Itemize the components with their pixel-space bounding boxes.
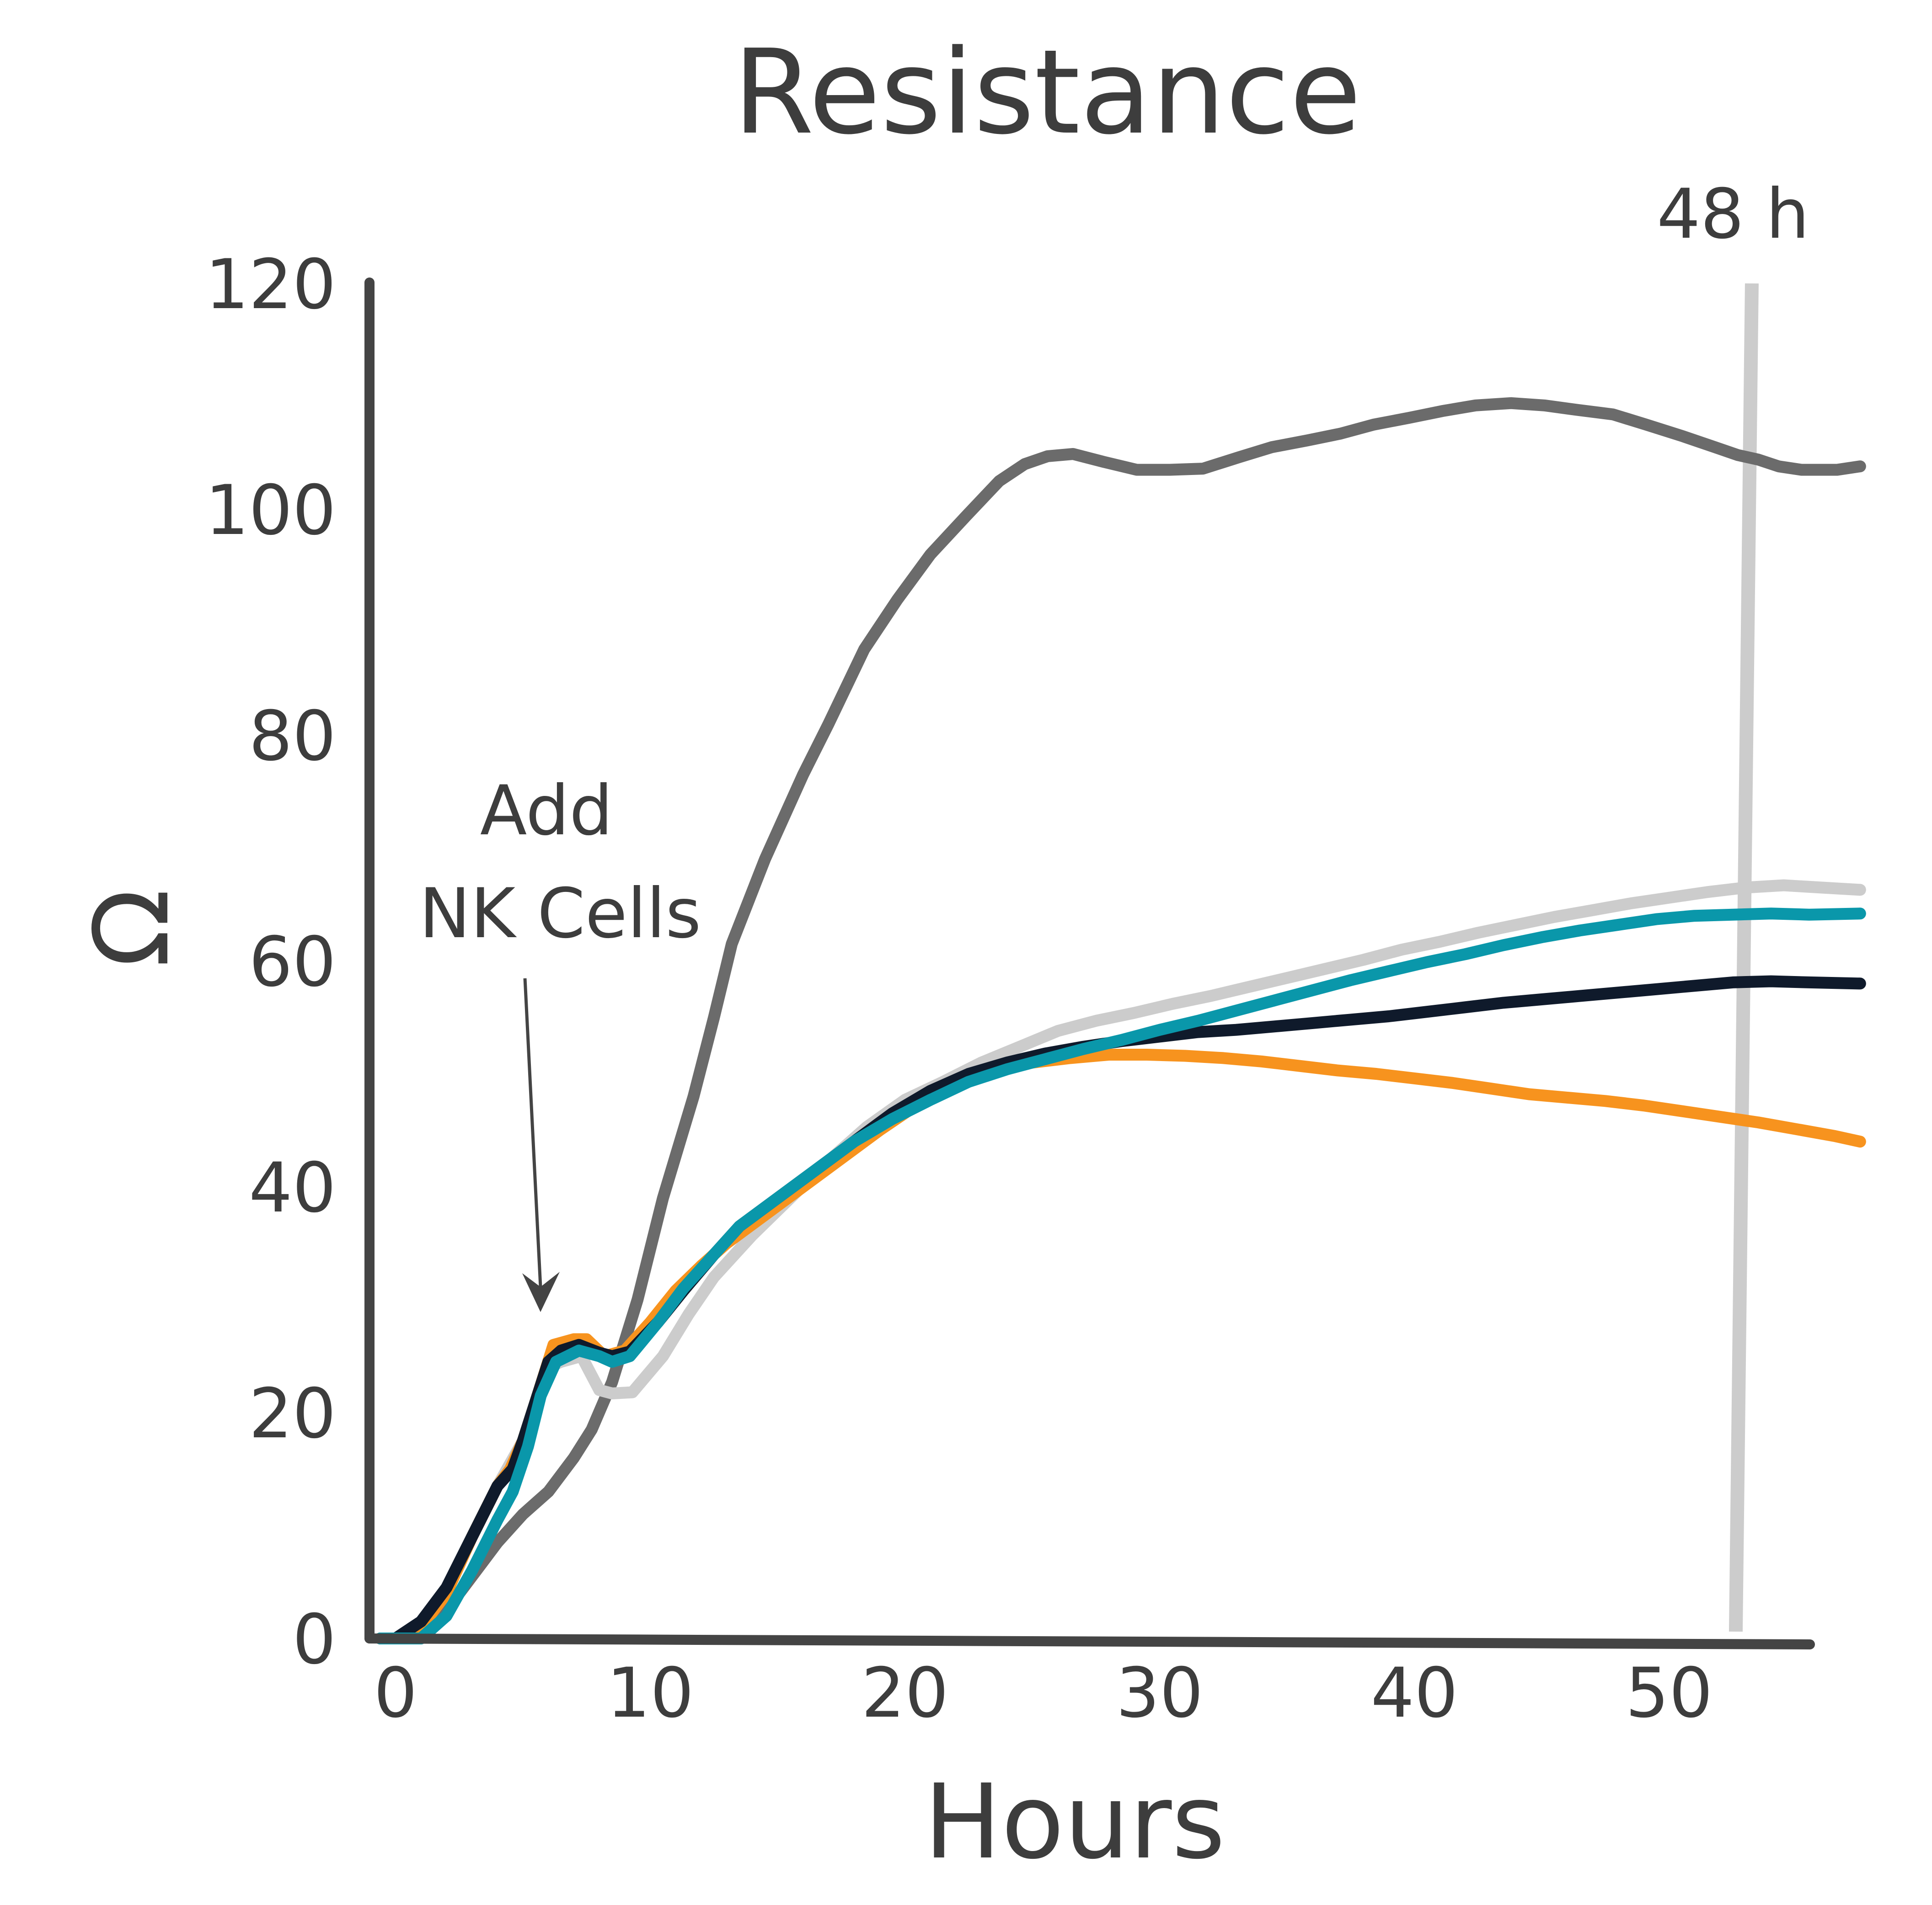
series-line-3 (374, 1049, 1866, 1644)
x-axis-label: Hours (924, 1762, 1225, 1882)
y-axis-label: Ω (72, 889, 192, 967)
marker-48h-label: 48 h (1657, 175, 1809, 254)
add-nk-label-line1: Add (480, 771, 613, 851)
add-nk-label-line2: NK Cells (419, 874, 701, 954)
add-nk-arrow-head (522, 1272, 560, 1312)
y-tick-label: 60 (249, 923, 336, 1002)
add-nk-arrow-shaft (523, 978, 542, 1287)
axes-layer (364, 277, 1815, 1649)
y-tick-labels: 0 20 40 60 80 100 120 (205, 245, 336, 1680)
x-axis-line (364, 1633, 1815, 1649)
y-tick-label: 100 (205, 471, 336, 550)
y-tick-label: 40 (249, 1148, 336, 1228)
marker-48h-line (1729, 283, 1759, 1632)
y-tick-label: 20 (249, 1374, 336, 1454)
series-line-2 (374, 879, 1866, 1644)
x-tick-label: 10 (607, 1654, 694, 1733)
x-tick-label: 40 (1371, 1654, 1458, 1733)
x-tick-label: 30 (1116, 1654, 1204, 1733)
y-tick-label: 120 (205, 245, 336, 325)
chart-title: Resistance (733, 25, 1361, 160)
annotations: Add NK Cells 48 h (419, 175, 1809, 1312)
series-line-4 (374, 975, 1866, 1644)
series-line-5 (374, 907, 1866, 1644)
x-tick-labels: 0 10 20 30 40 50 (374, 1654, 1713, 1733)
x-tick-label: 50 (1626, 1654, 1713, 1733)
y-tick-label: 80 (249, 697, 336, 776)
series-line-1 (374, 397, 1866, 1644)
x-tick-label: 20 (862, 1654, 949, 1733)
series-layer (374, 283, 1866, 1644)
x-tick-label: 0 (374, 1654, 417, 1733)
y-tick-label: 0 (293, 1600, 336, 1680)
